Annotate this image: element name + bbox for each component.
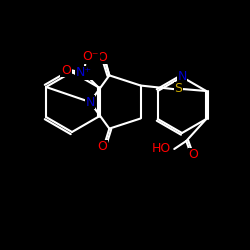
- Text: O: O: [98, 140, 107, 153]
- Text: O: O: [61, 64, 71, 76]
- Text: N⁺: N⁺: [76, 66, 92, 80]
- Text: O: O: [98, 51, 107, 64]
- Text: N: N: [85, 96, 95, 108]
- Text: N: N: [177, 70, 187, 84]
- Text: O⁻: O⁻: [83, 50, 99, 64]
- Text: HO: HO: [152, 142, 171, 156]
- Text: S: S: [174, 82, 182, 96]
- Text: O: O: [188, 148, 198, 162]
